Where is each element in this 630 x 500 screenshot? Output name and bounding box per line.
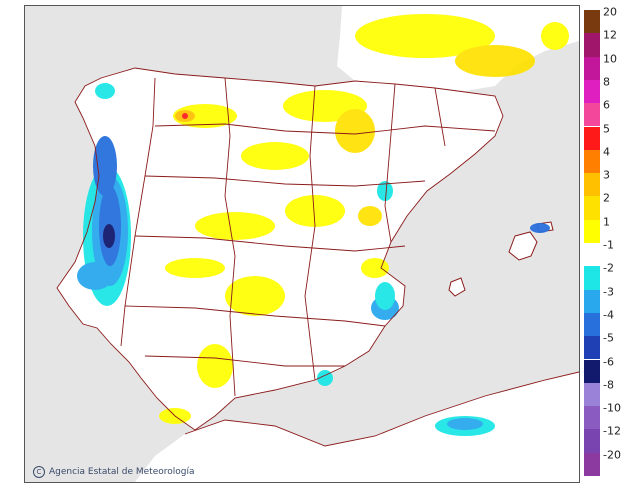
legend-swatch	[584, 103, 600, 127]
legend-swatch	[584, 173, 600, 197]
legend-label: 1	[603, 215, 610, 229]
legend-label: 2	[603, 191, 610, 205]
legend-label: 3	[603, 168, 610, 182]
legend-swatch	[584, 243, 600, 267]
legend-swatch	[584, 266, 600, 290]
legend-label: -12	[603, 424, 621, 438]
legend-label: 4	[603, 145, 610, 159]
legend-label: 8	[603, 75, 610, 89]
legend-label: 10	[603, 52, 617, 66]
legend-label: -5	[603, 331, 614, 345]
legend-label: -2	[603, 261, 614, 275]
mallorca-island	[508, 231, 538, 261]
legend-label: 20	[603, 5, 617, 19]
ibiza-island	[448, 277, 466, 297]
north-africa-landmass	[135, 372, 579, 482]
legend-label: -4	[603, 308, 614, 322]
legend-swatch	[584, 149, 600, 174]
legend-swatch	[584, 79, 600, 104]
copyright-logo-icon: C	[33, 466, 45, 478]
legend-swatch	[584, 196, 600, 220]
legend-label: -10	[603, 401, 621, 415]
legend-label: -8	[603, 378, 614, 392]
legend-swatch	[584, 56, 600, 80]
legend-label: 12	[603, 28, 617, 42]
credit-text: Agencia Estatal de Meteorología	[49, 467, 195, 477]
legend-swatch	[584, 382, 600, 407]
map-canvas	[56, 6, 579, 482]
legend-swatch	[584, 289, 600, 313]
legend-label: 5	[603, 122, 610, 135]
legend-swatch	[584, 312, 600, 337]
aemet-credit: C Agencia Estatal de Meteorología	[33, 466, 195, 478]
legend-label: -6	[603, 355, 614, 368]
legend-swatch	[584, 406, 600, 430]
legend-swatch	[584, 126, 600, 150]
province-borders	[56, 67, 579, 447]
legend-swatch	[584, 336, 600, 360]
legend-swatch	[584, 219, 600, 243]
legend-swatch	[584, 10, 600, 34]
anomaly-map: C Agencia Estatal de Meteorología eltiem…	[24, 5, 580, 483]
legend-swatch	[584, 452, 600, 476]
legend-swatch	[584, 429, 600, 453]
watermark-text: eltiempo	[493, 457, 573, 476]
legend-label: -3	[603, 285, 614, 299]
legend-swatch	[584, 33, 600, 57]
legend-label: 6	[603, 98, 610, 112]
iberian-peninsula	[57, 68, 503, 430]
legend-label: -20	[603, 448, 621, 462]
legend-swatch	[584, 359, 600, 383]
legend-label: -1	[603, 238, 614, 252]
color-legend: 20 12 10 8 6 5 4 3 2 1 -1 -2 -3 -4 -5 -6 -8 -10 -12 -20	[584, 6, 630, 476]
positive-anomaly-areas	[159, 14, 569, 424]
